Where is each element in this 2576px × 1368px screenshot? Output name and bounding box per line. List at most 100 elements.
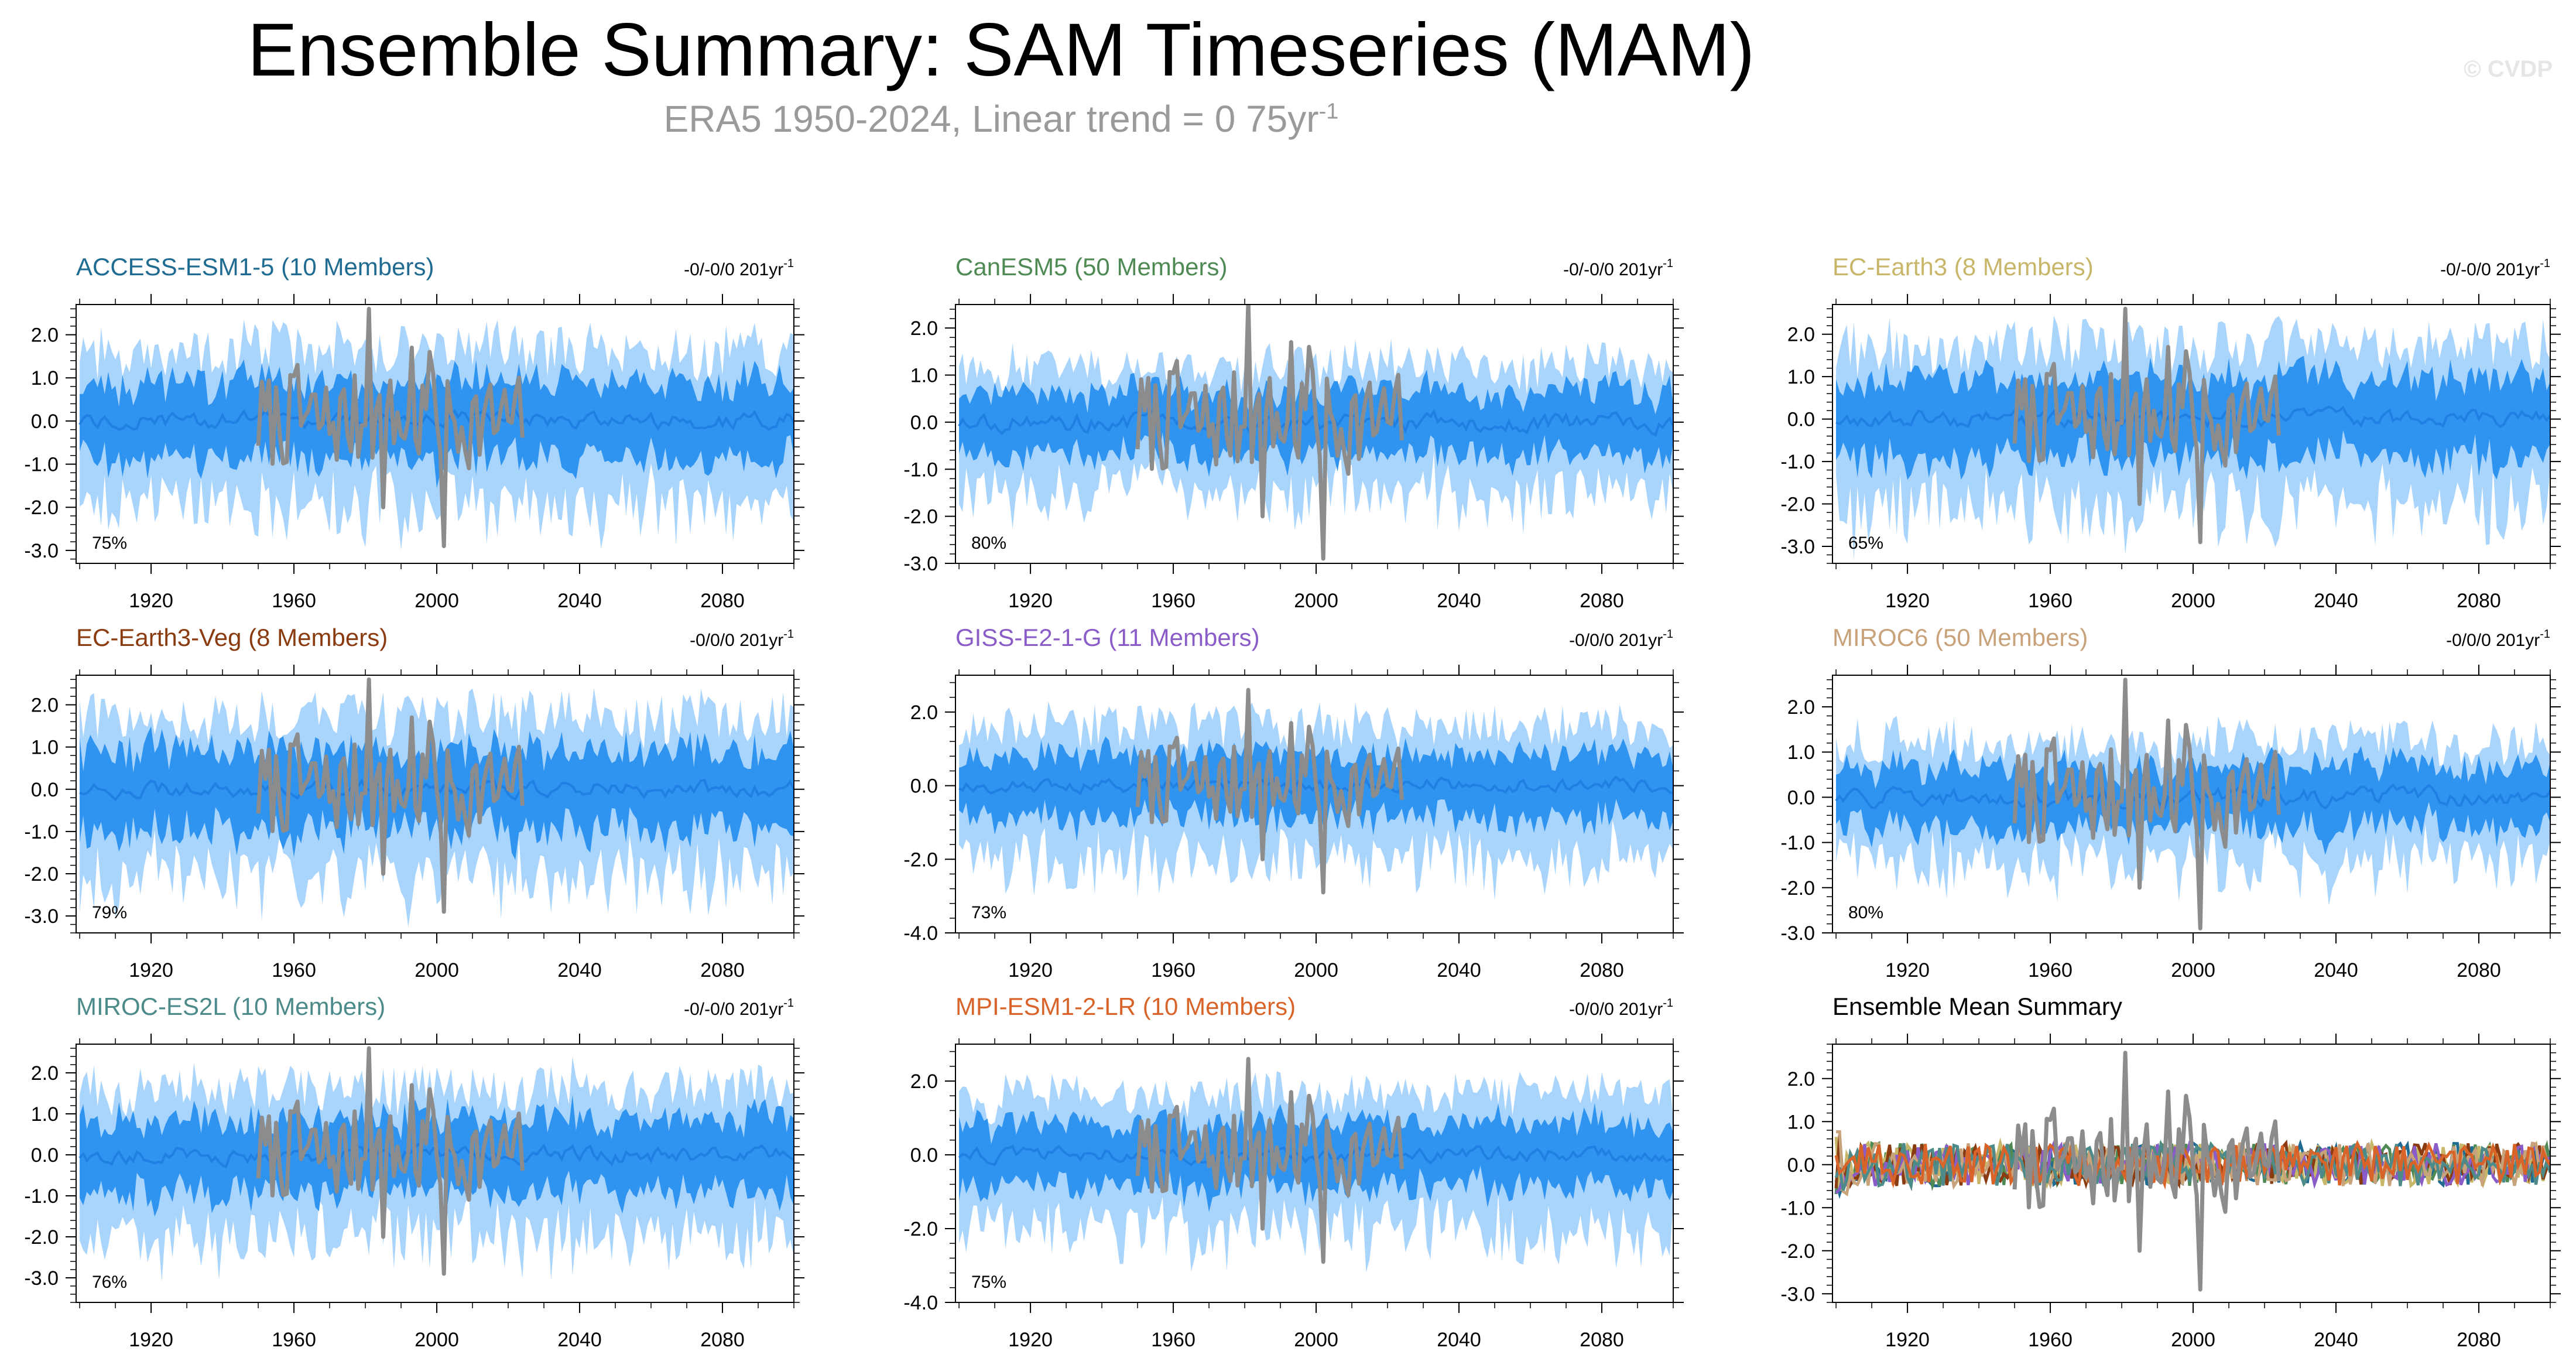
ytick-label: -2.0 xyxy=(903,1218,938,1240)
ytick-label: -2.0 xyxy=(1780,877,1815,900)
xtick-label: 2040 xyxy=(2314,590,2358,612)
xtick-label: 1960 xyxy=(1151,590,1195,612)
plot-frame xyxy=(955,304,1674,564)
ytick-label: -2.0 xyxy=(24,1226,59,1249)
panel-trend-superscript: -1 xyxy=(1663,628,1673,641)
ytick-label: 1.0 xyxy=(31,737,59,759)
xtick-label: 2080 xyxy=(2457,1329,2501,1351)
xtick-label: 2040 xyxy=(1437,1329,1481,1351)
panel-title: MIROC6 (50 Members) xyxy=(1832,624,2088,651)
panel-trend: -0/0/0 201yr-1 xyxy=(2446,628,2550,650)
xtick-label: 2040 xyxy=(557,590,602,612)
ytick-label: 0.0 xyxy=(910,1144,938,1167)
ytick-label: 0.0 xyxy=(910,775,938,798)
page-subtitle: ERA5 1950-2024, Linear trend = 0 75yr-1 xyxy=(0,97,2002,141)
percent-label: 79% xyxy=(92,903,127,922)
plot-area xyxy=(1835,678,2550,931)
panel-trend-superscript: -1 xyxy=(2540,257,2550,270)
panel-trend: -0/0/0 201yr-1 xyxy=(1569,997,1673,1019)
panel-5: GISS-E2-1-G (11 Members) -0/0/0 201yr-1 2.… xyxy=(903,624,1684,981)
xtick-label: 1960 xyxy=(1151,1329,1195,1351)
plot-area xyxy=(79,677,794,927)
panel-title: MPI-ESM1-2-LR (10 Members) xyxy=(955,993,1296,1020)
ytick-label: 0.0 xyxy=(910,412,938,434)
xtick-label: 1960 xyxy=(272,1329,316,1351)
panel-trend-superscript: -1 xyxy=(783,997,794,1010)
ytick-label: -1.0 xyxy=(1780,1197,1815,1219)
plot-frame xyxy=(76,1044,794,1303)
ytick-label: 2.0 xyxy=(1787,324,1815,346)
panel-trend-superscript: -1 xyxy=(2540,628,2550,641)
panel-title: CanESM5 (50 Members) xyxy=(955,253,1227,281)
xtick-label: 2040 xyxy=(1437,590,1481,612)
ytick-label: -3.0 xyxy=(1780,922,1815,945)
panel-title: Ensemble Mean Summary xyxy=(1832,993,2122,1020)
xtick-label: 2040 xyxy=(557,1329,602,1351)
ytick-label: -3.0 xyxy=(24,540,59,562)
panel-8: MPI-ESM1-2-LR (10 Members) -0/0/0 201yr-1… xyxy=(903,993,1684,1351)
panel-title: EC-Earth3 (8 Members) xyxy=(1832,253,2094,281)
panel-6: MIROC6 (50 Members) -0/0/0 201yr-1 2.0 1.0 0… xyxy=(1780,624,2561,981)
ytick-label: 2.0 xyxy=(910,317,938,340)
panel-2: CanESM5 (50 Members) -0/-0/0 201yr-1 2.0 1.… xyxy=(903,253,1684,612)
ytick-label: -3.0 xyxy=(903,553,938,575)
ytick-label: 2.0 xyxy=(910,702,938,724)
percent-label: 65% xyxy=(1848,533,1883,553)
panel-trend-superscript: -1 xyxy=(783,257,794,270)
plot-area xyxy=(78,306,794,550)
ytick-label: -1.0 xyxy=(24,821,59,843)
ytick-label: -2.0 xyxy=(903,506,938,528)
ytick-label: 2.0 xyxy=(31,324,59,347)
panel-title: ACCESS-ESM1-5 (10 Members) xyxy=(76,253,434,281)
xtick-label: 1960 xyxy=(2028,1329,2073,1351)
percent-label: 75% xyxy=(92,533,127,553)
plot-area xyxy=(958,1056,1673,1273)
ytick-label: 0.0 xyxy=(1787,1154,1815,1177)
observed-line xyxy=(1135,305,1404,561)
xtick-label: 2000 xyxy=(1294,959,1338,981)
ytick-label: -1.0 xyxy=(903,459,938,481)
xtick-label: 2080 xyxy=(1580,959,1624,981)
panel-trend: -0/-0/0 201yr-1 xyxy=(684,257,794,279)
ytick-label: -2.0 xyxy=(24,497,59,519)
ytick-label: -4.0 xyxy=(903,1292,938,1314)
xtick-label: 2080 xyxy=(700,959,745,981)
panel-trend: -0/-0/0 201yr-1 xyxy=(684,997,794,1019)
xtick-label: 2040 xyxy=(2314,1329,2358,1351)
xtick-label: 2000 xyxy=(1294,1329,1338,1351)
plot-frame xyxy=(955,675,1674,933)
ytick-label: 2.0 xyxy=(910,1071,938,1093)
xtick-label: 2080 xyxy=(700,590,745,612)
xtick-label: 1920 xyxy=(129,1329,173,1351)
ytick-label: 0.0 xyxy=(31,779,59,801)
ytick-label: -2.0 xyxy=(1780,494,1815,516)
subtitle-text: ERA5 1950-2024, Linear trend = 0 75yr xyxy=(663,98,1319,140)
plot-area xyxy=(1834,1051,2550,1292)
observed-line xyxy=(1135,688,1404,895)
ytick-label: 0.0 xyxy=(1787,409,1815,431)
ytick-label: 2.0 xyxy=(1787,1068,1815,1090)
panel-trend-superscript: -1 xyxy=(1663,997,1673,1010)
ytick-label: -1.0 xyxy=(1780,832,1815,854)
panel-trend-superscript: -1 xyxy=(1663,257,1673,270)
xtick-label: 2000 xyxy=(2171,1329,2215,1351)
observed-line xyxy=(256,306,525,549)
ytick-label: -4.0 xyxy=(903,922,938,945)
plot-frame xyxy=(76,304,794,564)
panel-title: GISS-E2-1-G (11 Members) xyxy=(955,624,1260,651)
xtick-label: 2000 xyxy=(415,1329,459,1351)
plot-area xyxy=(78,1046,794,1281)
ytick-label: -1.0 xyxy=(24,1185,59,1208)
panel-title: EC-Earth3-Veg (8 Members) xyxy=(76,624,388,651)
xtick-label: 2080 xyxy=(2457,959,2501,981)
ytick-label: 1.0 xyxy=(1787,741,1815,764)
ytick-label: 2.0 xyxy=(31,1062,59,1085)
observed-line xyxy=(2012,306,2281,545)
plot-area xyxy=(1835,306,2550,560)
ytick-label: 1.0 xyxy=(1787,1111,1815,1133)
panel-trend: -0/-0/0 201yr-1 xyxy=(1563,257,1673,279)
subtitle-superscript: -1 xyxy=(1318,99,1339,124)
ytick-label: -2.0 xyxy=(1780,1240,1815,1263)
xtick-label: 1920 xyxy=(1885,959,1930,981)
xtick-label: 1920 xyxy=(1008,1329,1053,1351)
